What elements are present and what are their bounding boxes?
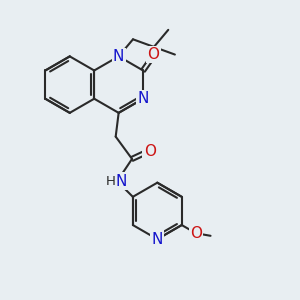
Text: O: O — [147, 47, 159, 62]
Text: N: N — [152, 232, 163, 247]
Text: H: H — [106, 175, 116, 188]
Text: N: N — [115, 174, 126, 189]
Text: N: N — [113, 49, 124, 64]
Text: N: N — [137, 91, 149, 106]
Text: O: O — [144, 144, 156, 159]
Text: O: O — [190, 226, 202, 241]
